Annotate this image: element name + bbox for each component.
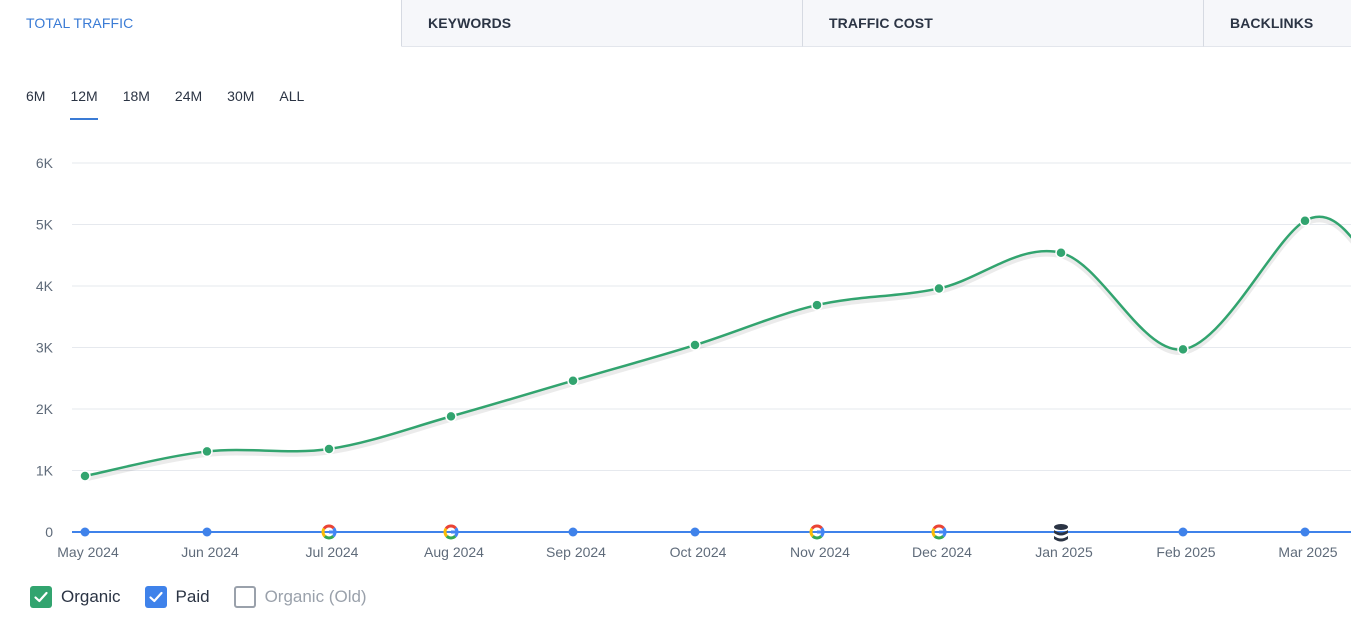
x-tick-label: Dec 2024 <box>912 544 972 560</box>
x-tick-label: Jan 2025 <box>1035 544 1093 560</box>
organic-data-point <box>811 299 823 311</box>
paid-data-point <box>568 527 578 537</box>
organic-data-point <box>1055 247 1067 259</box>
period-12m[interactable]: 12M <box>70 88 98 121</box>
x-tick-label: May 2024 <box>57 544 119 560</box>
y-tick-label: 6K <box>36 155 54 171</box>
organic-data-point <box>79 470 91 482</box>
google-icon-arc <box>931 527 936 538</box>
x-tick-label: Aug 2024 <box>424 544 484 560</box>
google-icon <box>321 524 337 540</box>
period-all[interactable]: ALL <box>279 88 305 104</box>
google-icon-arc <box>443 527 448 538</box>
period-6m[interactable]: 6M <box>26 88 46 104</box>
organic-data-point <box>689 339 701 351</box>
database-icon <box>1054 524 1068 542</box>
organic-series-line <box>84 215 1351 478</box>
google-icon <box>931 524 947 540</box>
google-icon-arc <box>811 535 823 540</box>
x-tick-label: Sep 2024 <box>546 544 606 560</box>
legend-organic[interactable]: Organic <box>30 586 121 608</box>
organic-data-point <box>1177 343 1189 356</box>
google-icon-bar <box>817 530 825 534</box>
google-icon-arc <box>932 524 945 530</box>
google-icon-arc <box>809 527 814 538</box>
x-tick-label: Jul 2024 <box>306 544 359 560</box>
organic-data-point <box>445 410 457 423</box>
google-icon-arc <box>323 535 335 540</box>
legend-paid[interactable]: Paid <box>144 586 210 608</box>
period-24m[interactable]: 24M <box>174 88 203 104</box>
period-18m[interactable]: 18M <box>122 88 150 104</box>
organic-data-point <box>1299 215 1311 227</box>
y-tick-label: 0 <box>45 524 53 540</box>
period-30m[interactable]: 30M <box>227 88 255 104</box>
google-icon-arc <box>321 527 326 538</box>
google-icon-arc <box>444 524 457 530</box>
paid-data-point <box>1300 527 1310 537</box>
check-icon[interactable] <box>144 586 167 608</box>
traffic-chart: 0 1K 2K 3K 4K 5K 6K May 2024 Jun 2024 Jul 2024 Aug… <box>36 155 1351 560</box>
y-tick-label: 5K <box>36 217 54 233</box>
x-tick-label: Oct 2024 <box>670 544 727 560</box>
chart-legend: Organic Paid Organic (Old) <box>30 586 391 608</box>
organic-data-point <box>567 374 579 387</box>
organic-data-point <box>201 445 213 458</box>
organic-data-point <box>933 282 945 295</box>
paid-data-point <box>690 527 700 537</box>
legend-organic-old[interactable]: Organic (Old) <box>233 586 367 608</box>
google-icon-arc <box>322 524 335 530</box>
google-icon-arc <box>445 535 457 540</box>
paid-data-point <box>202 527 212 537</box>
google-icon-arc <box>933 535 945 540</box>
y-tick-label: 1K <box>36 463 54 479</box>
tab-keywords[interactable]: KEYWORDS <box>402 0 803 47</box>
x-tick-label: Nov 2024 <box>790 544 850 560</box>
tab-bar: TOTAL TRAFFIC KEYWORDS TRAFFIC COST BACK… <box>0 0 1351 47</box>
y-tick-label: 3K <box>36 340 54 356</box>
x-tick-label: Feb 2025 <box>1156 544 1215 560</box>
database-icon-bottom <box>1054 536 1068 542</box>
legend-label: Organic <box>61 587 121 606</box>
organic-series-shadow <box>84 217 1351 482</box>
google-icon <box>443 524 459 540</box>
check-icon[interactable] <box>30 586 52 608</box>
paid-data-point <box>80 527 90 537</box>
organic-data-point <box>323 443 335 455</box>
google-icon-bar <box>939 530 947 534</box>
legend-label: Organic (Old) <box>264 587 367 606</box>
tab-total-traffic[interactable]: TOTAL TRAFFIC <box>0 0 402 47</box>
paid-data-point <box>1178 527 1188 537</box>
google-icon <box>809 524 825 540</box>
database-icon-mid <box>1054 530 1068 536</box>
database-icon-top <box>1054 524 1068 530</box>
y-tick-label: 2K <box>36 401 54 417</box>
google-icon-bar <box>451 530 459 534</box>
y-tick-label: 4K <box>36 278 54 294</box>
tab-backlinks[interactable]: BACKLINKS <box>1204 0 1351 47</box>
legend-label: Paid <box>175 587 210 606</box>
tab-traffic-cost[interactable]: TRAFFIC COST <box>803 0 1204 47</box>
x-tick-label: Jun 2024 <box>181 544 239 560</box>
checkbox-empty-icon[interactable] <box>233 586 256 608</box>
x-tick-label: Mar 2025 <box>1278 544 1337 560</box>
google-icon-arc <box>810 524 823 530</box>
google-icon-bar <box>329 530 337 534</box>
period-selector: 6M 12M 18M 24M 30M ALL <box>26 88 329 121</box>
